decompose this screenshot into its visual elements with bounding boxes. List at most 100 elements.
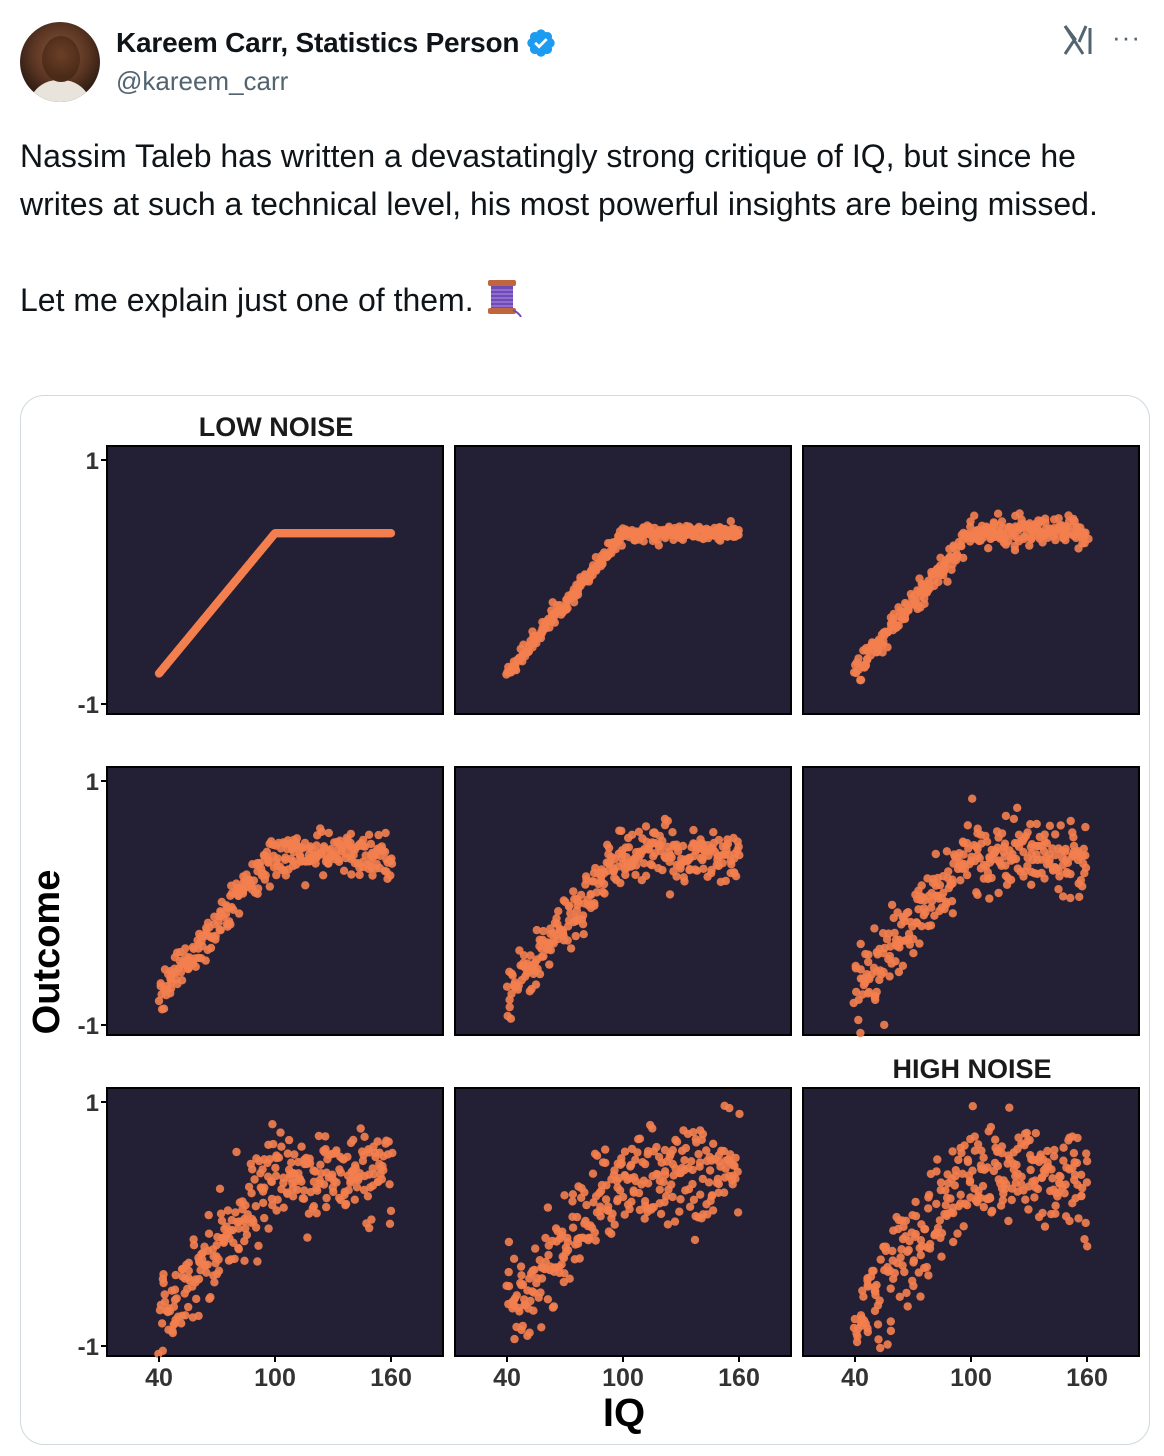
data-point — [698, 1129, 708, 1139]
data-point — [287, 1158, 296, 1167]
data-point — [953, 1229, 962, 1238]
data-point — [924, 1204, 933, 1213]
data-point — [726, 517, 735, 526]
data-point — [1019, 834, 1029, 843]
scatter-panel — [106, 1087, 444, 1359]
data-point — [374, 830, 383, 840]
tweet-text: Nassim Taleb has written a devastatingly… — [20, 132, 1144, 324]
data-point — [680, 877, 689, 886]
more-options-icon[interactable]: ··· — [1112, 22, 1141, 52]
data-point — [231, 1208, 240, 1217]
data-point — [1009, 814, 1019, 824]
data-point — [1077, 1170, 1086, 1179]
data-point — [933, 1155, 942, 1164]
data-point — [293, 1185, 302, 1194]
data-point — [277, 1142, 286, 1151]
data-point — [225, 917, 234, 926]
data-point — [262, 847, 272, 856]
author-display-name[interactable]: Kareem Carr, Statistics Person — [116, 27, 520, 58]
data-point — [733, 1208, 743, 1217]
data-point — [212, 1241, 221, 1250]
data-point — [986, 1194, 995, 1203]
data-point — [987, 873, 996, 883]
data-point — [859, 1292, 868, 1301]
data-point — [1075, 892, 1084, 902]
data-point — [880, 1020, 889, 1030]
data-point — [900, 917, 909, 926]
data-point — [891, 957, 900, 966]
data-point — [159, 1278, 168, 1288]
panel-background — [106, 766, 444, 1036]
data-point — [1079, 844, 1089, 853]
data-point — [1077, 1192, 1086, 1201]
data-point — [319, 1180, 329, 1189]
data-point — [917, 922, 926, 931]
data-point — [719, 1146, 729, 1156]
x-logo-icon[interactable] — [1062, 22, 1096, 58]
data-point — [733, 1167, 742, 1176]
avatar-shirt — [28, 80, 92, 102]
data-point — [959, 850, 968, 859]
data-point — [184, 1258, 193, 1267]
data-point — [935, 880, 945, 890]
data-point — [968, 794, 977, 803]
data-point — [1007, 1195, 1016, 1205]
data-point — [856, 1028, 865, 1038]
data-point — [667, 1180, 676, 1189]
data-point — [563, 1245, 573, 1255]
data-point — [934, 577, 943, 587]
data-point — [201, 956, 210, 965]
data-point — [951, 1166, 960, 1175]
data-point — [639, 537, 648, 546]
scatter-panel — [454, 1087, 792, 1357]
verified-badge-icon[interactable] — [525, 27, 557, 59]
data-point — [518, 1280, 528, 1289]
data-point — [627, 1197, 636, 1206]
data-point — [680, 1156, 689, 1165]
data-point — [322, 1202, 331, 1212]
data-point — [159, 1270, 168, 1279]
spool-of-thread-icon — [487, 280, 522, 317]
data-point — [979, 1202, 988, 1212]
y-tick-label: -1 — [78, 1013, 99, 1040]
data-point — [158, 1346, 167, 1355]
data-point — [640, 1159, 650, 1169]
data-point — [663, 816, 672, 826]
avatar[interactable] — [20, 22, 100, 102]
data-point — [253, 1257, 262, 1266]
data-point — [909, 1258, 918, 1267]
data-point — [546, 946, 555, 955]
data-point — [721, 876, 730, 886]
chart-image[interactable]: 1 -1 1 -1 1 -1 40 100 160 40 100 160 40 100 160 Outcom… — [20, 395, 1150, 1445]
data-point — [377, 1175, 387, 1184]
data-point — [661, 1170, 670, 1179]
data-point — [230, 1254, 239, 1264]
data-point — [502, 982, 512, 991]
data-point — [856, 939, 865, 949]
data-point — [618, 1192, 628, 1202]
data-point — [170, 1285, 180, 1294]
data-point — [968, 1102, 977, 1111]
data-point — [509, 1254, 519, 1263]
x-tick-label: 40 — [493, 1364, 521, 1392]
data-point — [978, 1181, 988, 1191]
data-point — [668, 1192, 677, 1202]
data-point — [617, 826, 626, 836]
data-point — [735, 1109, 744, 1119]
data-point — [667, 853, 676, 862]
author-handle[interactable]: @kareem_carr — [116, 66, 289, 96]
data-point — [640, 1197, 650, 1206]
data-point — [274, 1153, 284, 1162]
data-point — [973, 1140, 983, 1149]
data-point — [705, 1166, 715, 1175]
data-point — [265, 882, 274, 891]
data-point — [643, 1179, 653, 1188]
data-point — [1013, 803, 1022, 812]
data-point — [1072, 1158, 1082, 1168]
scatter-grid-chart: 1 -1 1 -1 1 -1 40 100 160 40 100 160 40 100 160 Outcom… — [26, 412, 1140, 1435]
data-point — [386, 1206, 396, 1216]
data-point — [356, 1124, 365, 1133]
data-point — [366, 839, 376, 849]
data-point — [1021, 1195, 1030, 1204]
data-point — [305, 1159, 315, 1168]
